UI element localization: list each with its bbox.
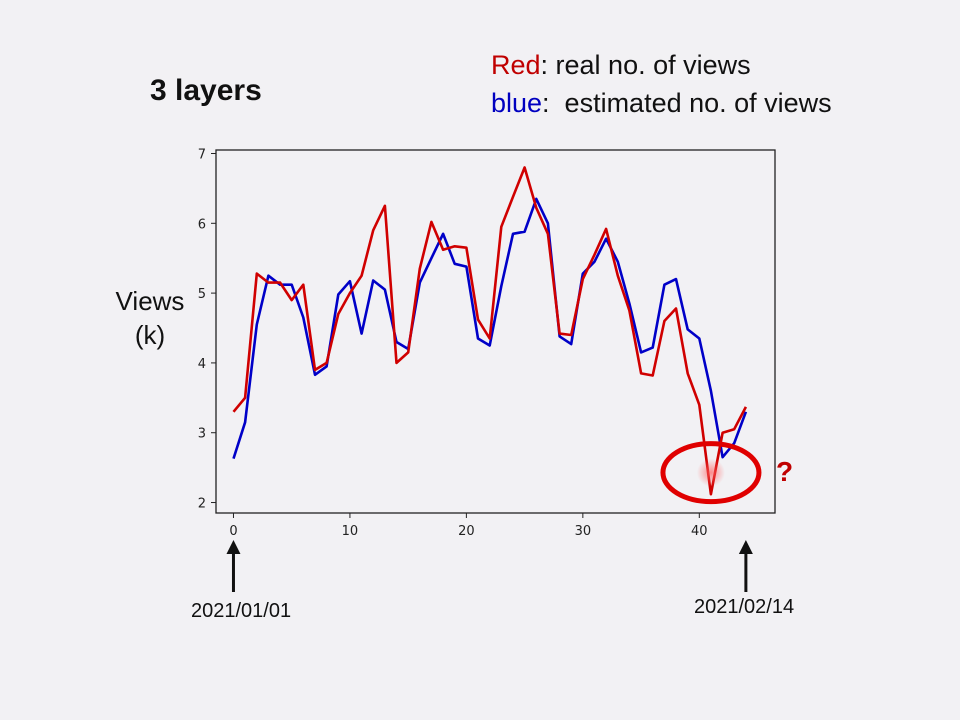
y-tick-label: 7 [198, 147, 206, 162]
legend-estimated-text: : estimated no. of views [542, 88, 832, 118]
end-date-label: 2021/02/14 [694, 596, 795, 618]
legend-estimated-word: blue [491, 88, 543, 118]
estimated-views-line [232, 197, 748, 459]
y-tick-label: 3 [198, 427, 206, 442]
y-axis-label-line1: Views [115, 286, 185, 316]
y-tick-label: 4 [198, 357, 206, 372]
legend-real: Red: real no. of views [491, 50, 751, 81]
anomaly-glow [696, 458, 725, 487]
y-axis-label-line2: (k) [134, 320, 166, 350]
x-tick-label: 30 [575, 524, 592, 539]
legend-estimated: blue: estimated no. of views [491, 88, 832, 119]
x-tick-label: 0 [229, 524, 237, 539]
y-tick-label: 6 [198, 217, 206, 232]
legend-real-text: : real no. of views [540, 50, 751, 80]
y-tick-label: 2 [198, 497, 206, 512]
y-axis-label: Views (k) [104, 284, 196, 352]
real-views-line [232, 166, 748, 496]
start-date-arrow-head [226, 540, 241, 554]
x-tick-label: 10 [342, 524, 359, 539]
anomaly-question-mark: ? [776, 456, 794, 487]
start-date-label: 2021/01/01 [191, 600, 292, 622]
legend-real-word: Red [491, 50, 541, 80]
end-date-arrow-head [738, 540, 753, 554]
x-tick-label: 40 [691, 524, 708, 539]
anomaly-highlight-ellipse [660, 441, 762, 505]
x-tick-label: 20 [458, 524, 475, 539]
slide-title: 3 layers [150, 74, 262, 107]
y-tick-label: 5 [198, 287, 206, 302]
